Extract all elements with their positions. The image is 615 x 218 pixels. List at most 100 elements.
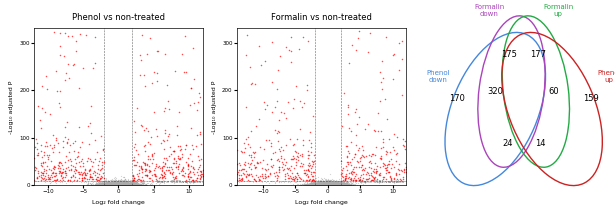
- Point: [95, 183, 105, 186]
- Point: [169, 178, 179, 181]
- Point: [109, 179, 119, 182]
- Point: [106, 182, 116, 186]
- Point: [318, 182, 328, 186]
- Point: [340, 181, 350, 184]
- Point: [322, 183, 331, 187]
- Point: [295, 153, 304, 157]
- Point: [108, 183, 118, 186]
- Point: [319, 183, 328, 186]
- Point: [324, 183, 334, 186]
- Point: [183, 163, 192, 167]
- Point: [155, 181, 165, 185]
- Point: [113, 182, 122, 186]
- Point: [131, 183, 141, 186]
- Point: [51, 171, 61, 175]
- Point: [178, 52, 188, 55]
- Point: [119, 182, 129, 185]
- Point: [103, 183, 113, 186]
- Point: [320, 183, 330, 187]
- Point: [108, 183, 118, 187]
- Point: [112, 183, 122, 186]
- Point: [326, 182, 336, 186]
- Point: [334, 179, 344, 183]
- Point: [317, 184, 327, 187]
- Point: [112, 181, 122, 185]
- Point: [63, 34, 73, 38]
- Point: [122, 180, 132, 184]
- Point: [105, 183, 114, 186]
- Point: [308, 183, 317, 187]
- Point: [115, 183, 125, 186]
- Point: [101, 178, 111, 182]
- Point: [323, 182, 333, 186]
- Point: [133, 183, 143, 187]
- Point: [320, 183, 330, 187]
- Point: [360, 128, 370, 131]
- Point: [314, 183, 324, 187]
- Point: [323, 183, 333, 186]
- Point: [109, 184, 119, 187]
- Point: [103, 183, 113, 186]
- Point: [130, 182, 140, 185]
- Point: [113, 183, 122, 186]
- Point: [107, 180, 117, 184]
- Point: [123, 183, 133, 187]
- Point: [98, 182, 108, 185]
- Point: [127, 182, 137, 185]
- Point: [333, 182, 343, 186]
- Point: [103, 182, 113, 186]
- Point: [331, 183, 341, 187]
- Point: [111, 179, 121, 183]
- Point: [92, 171, 101, 175]
- Point: [313, 182, 323, 186]
- Point: [325, 183, 335, 187]
- Point: [118, 183, 128, 187]
- Point: [105, 182, 114, 186]
- Point: [333, 182, 343, 186]
- Point: [315, 181, 325, 185]
- Point: [197, 172, 207, 176]
- Point: [308, 183, 317, 187]
- Point: [128, 183, 138, 187]
- Point: [330, 183, 339, 187]
- Point: [98, 182, 108, 186]
- Point: [120, 183, 130, 187]
- Point: [323, 182, 333, 186]
- Point: [328, 182, 338, 186]
- Point: [116, 177, 126, 181]
- Point: [317, 181, 327, 184]
- Point: [83, 180, 93, 183]
- Point: [323, 183, 333, 187]
- Point: [412, 157, 422, 161]
- Point: [332, 182, 342, 186]
- Point: [108, 180, 118, 184]
- Point: [124, 183, 134, 187]
- Point: [331, 183, 341, 187]
- Point: [312, 182, 322, 186]
- Point: [309, 183, 319, 186]
- Point: [106, 184, 116, 187]
- Point: [322, 182, 332, 186]
- Point: [135, 180, 145, 183]
- Point: [112, 183, 122, 186]
- Point: [336, 183, 346, 187]
- Point: [299, 182, 309, 186]
- Point: [325, 181, 335, 184]
- Point: [119, 181, 129, 184]
- Point: [107, 182, 117, 185]
- Point: [296, 183, 306, 187]
- Point: [328, 183, 338, 186]
- Point: [113, 183, 122, 186]
- Point: [304, 178, 314, 181]
- Point: [331, 183, 341, 187]
- Point: [325, 182, 335, 186]
- Point: [175, 158, 185, 161]
- Point: [121, 183, 130, 186]
- Point: [335, 183, 345, 187]
- Point: [341, 164, 351, 167]
- Point: [119, 182, 129, 186]
- Point: [330, 183, 340, 187]
- Point: [313, 183, 323, 186]
- Point: [330, 183, 339, 187]
- Point: [109, 182, 119, 186]
